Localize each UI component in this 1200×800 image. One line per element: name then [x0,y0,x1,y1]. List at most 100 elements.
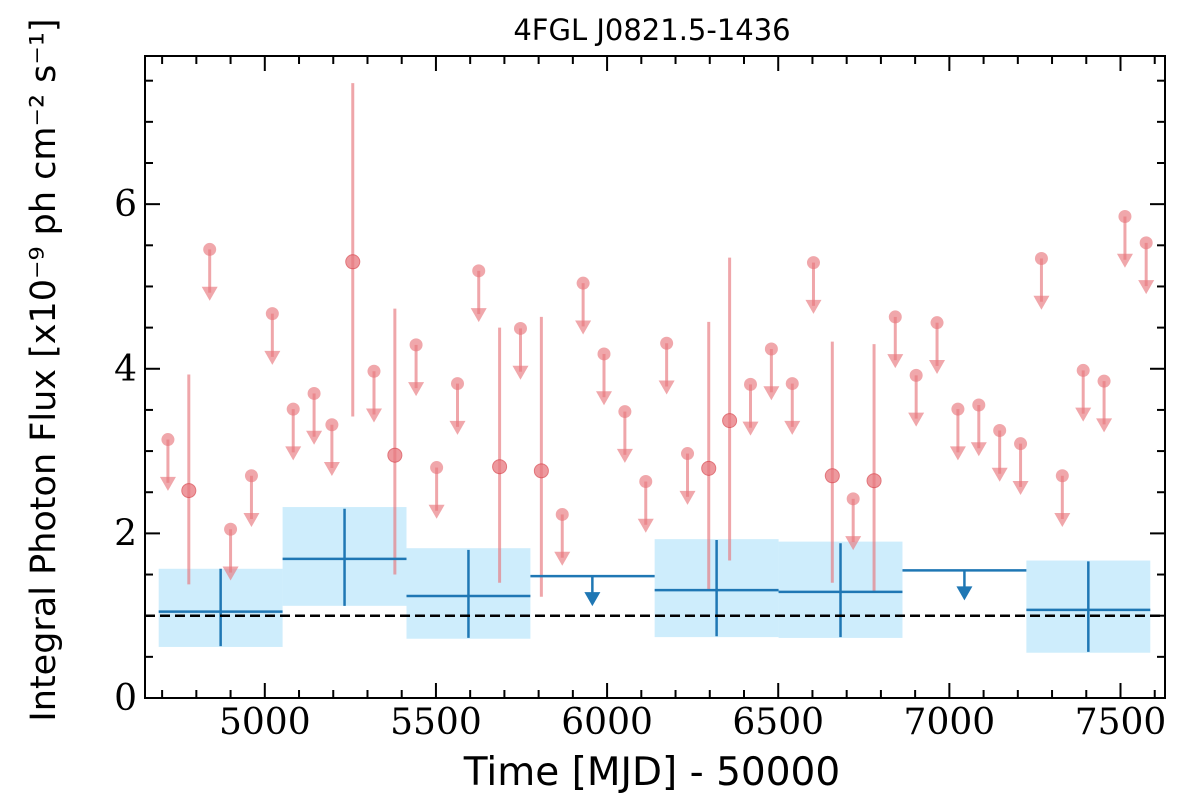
short-bin-upper-limit-arrow [408,382,425,397]
x-tick-label: 7000 [904,702,996,743]
short-bin-series [159,83,1155,597]
short-bin-upper-limit-point [555,507,569,521]
short-bin-upper-limit-arrow [887,354,904,369]
long-bin-bands [158,507,1151,653]
short-bin-upper-limit-point [660,336,674,350]
short-bin-upper-limit-point [576,276,590,290]
short-bin-upper-limit-point [325,418,339,432]
x-tick-label: 5500 [390,702,482,743]
short-bin-upper-limit-arrow [1138,280,1155,295]
short-bin-upper-limit-point [993,424,1007,437]
short-bin-upper-limit-point [951,402,965,416]
short-bin-upper-limit-point [1076,363,1090,377]
short-bin-point [701,460,717,476]
short-bin-upper-limit-point [888,310,902,324]
short-bin-upper-limit-arrow [428,504,445,519]
short-bin-point [824,468,840,484]
short-bin-upper-limit-arrow [575,320,592,335]
x-tick-label: 7500 [1075,702,1167,743]
short-bin-upper-limit-arrow [1012,480,1029,495]
short-bin-upper-limit-arrow [554,551,571,566]
short-bin-upper-limit-arrow [908,412,925,427]
short-bin-upper-limit-arrow [763,386,780,401]
short-bin-upper-limit-point [1097,374,1111,388]
short-bin-upper-limit-point [639,475,653,489]
short-bin-point [533,463,549,479]
short-bin-upper-limit-point [681,447,695,461]
short-bin-upper-limit-point [513,321,527,335]
plot-frame [144,55,1166,699]
short-bin-upper-limit-arrow [365,408,382,423]
short-bin-upper-limit-point [1055,469,1069,483]
short-bin-upper-limit-arrow [449,420,466,435]
short-bin-upper-limit-point [451,377,465,391]
y-axis-label: Integral Photon Flux [x10⁻⁹ ph cm⁻² s⁻¹] [24,18,64,721]
short-bin-upper-limit-point [618,405,632,419]
short-bin-upper-limit-point [430,461,444,475]
axis-ticks [145,56,1165,699]
short-bin-upper-limit-arrow [1116,253,1133,268]
x-tick-label: 6500 [732,702,824,743]
short-bin-upper-limit-arrow [742,421,759,436]
short-bin-upper-limit-arrow [159,476,176,491]
short-bin-upper-limit-point [597,347,611,361]
short-bin-upper-limit-arrow [1096,418,1113,433]
short-bin-upper-limit-arrow [929,359,946,374]
short-bin-upper-limit-point [764,342,778,356]
short-bin-point [722,413,738,429]
short-bin-upper-limit-arrow [264,350,281,365]
short-bin-upper-limit-arrow [991,467,1008,482]
short-bin-upper-limit-point [1118,210,1132,223]
y-tick-label: 0 [114,678,137,719]
long-bin-upper-limit-arrow [584,592,601,607]
x-tick-label: 5000 [219,702,311,743]
short-bin-upper-limit-arrow [596,391,612,406]
short-bin-upper-limit-arrow [1054,513,1071,528]
short-bin-point [345,254,361,270]
short-bin-upper-limit-point [244,469,258,483]
y-tick-label: 6 [114,184,137,225]
short-bin-upper-limit-arrow [637,518,654,533]
short-bin-upper-limit-point [846,492,860,506]
short-bin-upper-limit-arrow [1075,407,1092,422]
short-bin-upper-limit-arrow [470,308,487,323]
long-bin-upper-limit-arrow [956,586,973,601]
y-tick-label: 2 [114,513,137,554]
short-bin-upper-limit-arrow [243,513,260,528]
short-bin-upper-limit-arrow [222,566,239,581]
short-bin-point [492,459,508,475]
short-bin-upper-limit-arrow [285,446,302,461]
short-bin-upper-limit-arrow [1033,295,1050,310]
short-bin-upper-limit-point [409,338,423,352]
short-bin-upper-limit-point [930,316,944,330]
short-bin-upper-limit-arrow [323,462,340,477]
y-tick-label: 4 [114,349,137,390]
short-bin-upper-limit-arrow [970,442,987,457]
short-bin-upper-limit-point [286,402,300,416]
short-bin-upper-limit-point [1034,251,1048,265]
short-bin-upper-limit-arrow [616,448,633,463]
short-bin-upper-limit-arrow [949,446,966,461]
short-bin-upper-limit-point [743,377,757,391]
short-bin-upper-limit-point [972,398,986,412]
long-bin-series [158,508,1151,652]
short-bin-upper-limit-point [785,377,799,391]
short-bin-upper-limit-arrow [512,365,529,380]
short-bin-upper-limit-point [265,307,279,321]
short-bin-upper-limit-point [161,433,175,447]
short-bin-upper-limit-arrow [658,380,675,395]
short-bin-upper-limit-point [1139,236,1153,250]
short-bin-upper-limit-point [909,368,923,382]
short-bin-point [181,483,197,499]
short-bin-upper-limit-point [472,264,486,278]
short-bin-upper-limit-arrow [784,420,801,435]
short-bin-upper-limit-arrow [845,536,862,551]
x-axis-label: Time [MJD] - 50000 [463,750,840,795]
x-tick-label: 6000 [561,702,653,743]
short-bin-upper-limit-point [224,522,238,536]
short-bin-upper-limit-arrow [679,490,696,505]
short-bin-upper-limit-arrow [306,430,323,445]
short-bin-upper-limit-arrow [805,299,822,314]
short-bin-upper-limit-point [203,242,217,256]
short-bin-upper-limit-point [307,386,321,400]
